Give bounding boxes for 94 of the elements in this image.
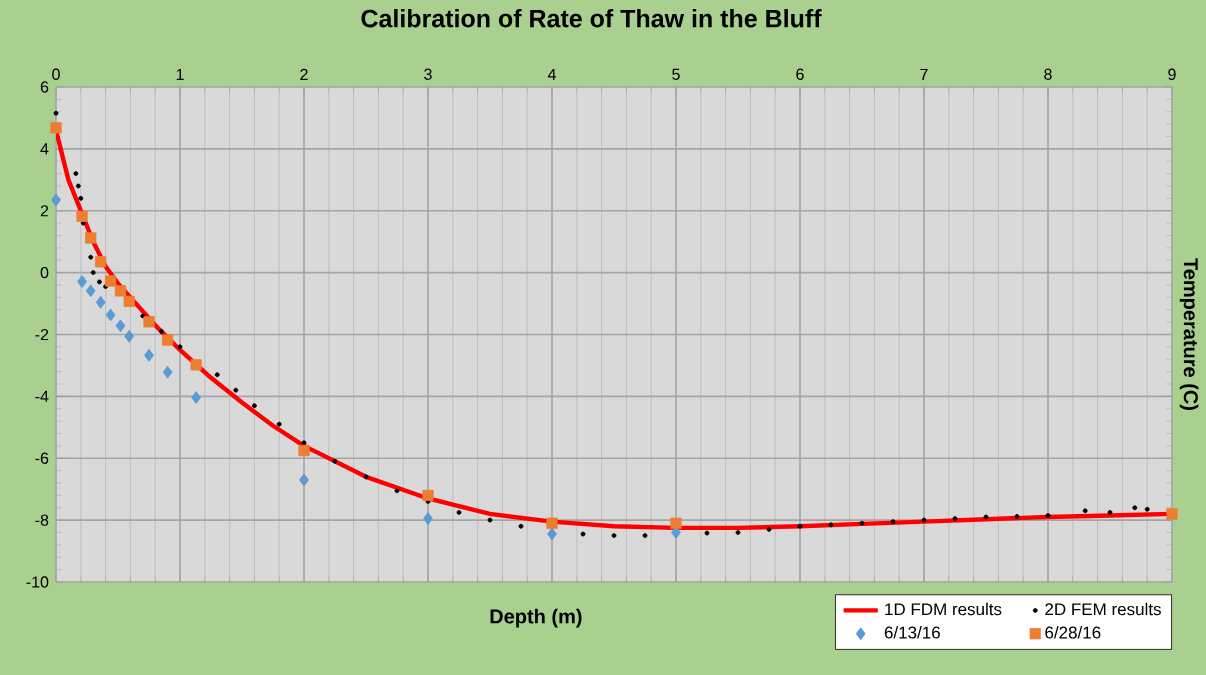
point [97,279,102,285]
point [114,285,127,297]
x-tick-label: 7 [920,68,928,80]
point [51,193,61,207]
point [85,232,97,244]
point [546,517,558,529]
y-tick-label: -2 [35,328,49,341]
point [921,517,927,523]
point [423,512,433,525]
point [162,334,174,346]
point [105,308,116,322]
point [456,509,462,515]
y-tick-label: 4 [40,143,49,155]
x-tick-label: 2 [300,68,308,80]
point [77,275,87,288]
legend-label: 6/28/16 [1045,626,1101,639]
x-tick-label: 4 [547,68,556,80]
x-tick-label: 5 [672,68,680,80]
x-tick-label: 8 [1044,68,1052,80]
point [1107,509,1113,515]
point [85,284,96,298]
y-tick-label: 6 [40,81,49,93]
point [518,523,524,529]
point [80,220,86,226]
point [890,519,896,525]
point [422,489,434,501]
point [104,275,117,287]
point [670,517,682,529]
point [123,295,135,307]
point [1144,506,1150,512]
point [73,171,79,177]
point [159,328,164,334]
point [276,421,282,427]
point [394,488,400,494]
point [298,444,310,457]
point [76,210,88,222]
point [1166,508,1178,520]
point [1132,505,1138,511]
point [233,387,239,393]
x-tick-label: 3 [424,68,432,80]
point [859,520,865,526]
point [983,514,989,520]
point [214,372,220,378]
point [143,316,155,328]
point [162,365,173,379]
legend-label: 6/13/16 [884,626,940,639]
point [252,403,257,409]
point [115,319,126,333]
point [90,270,96,276]
x-tick-label: 9 [1168,68,1176,80]
point [363,474,369,480]
point [177,344,183,350]
legend-label: 1D FDM results [885,602,1002,616]
x-axis-title: Depth (m) [490,608,582,628]
point [299,473,309,487]
point [766,526,772,532]
point [828,522,834,528]
point [487,517,493,523]
point [124,329,135,343]
y-tick-label: -10 [26,576,49,588]
point [642,533,648,538]
point [797,523,803,529]
point [50,122,62,134]
y-tick-label: -8 [35,514,49,526]
point [952,516,958,521]
point [191,391,202,404]
point [78,195,84,201]
x-tick-label: 0 [52,68,60,80]
point [547,527,557,541]
point [1082,508,1088,514]
y-axis-title: Temperature (C) [1179,258,1199,410]
point [1045,513,1051,518]
y-tick-label: 0 [40,266,49,279]
point [190,359,202,371]
x-tick-label: 1 [176,68,184,80]
chart-title: Calibration of Rate of Thaw in the Bluff [361,9,822,28]
point [332,458,338,464]
y-tick-label: -4 [35,390,49,402]
point [95,295,106,309]
point [75,183,81,189]
point [611,533,617,538]
point [301,440,307,446]
legend-label: 2D FEM results [1045,602,1161,616]
y-tick-label: -6 [35,452,49,464]
point [88,254,94,260]
x-tick-label: 6 [796,68,804,80]
point [53,110,59,116]
point [144,348,154,362]
point [580,531,586,537]
y-tick-label: 2 [40,205,49,217]
point [704,530,710,536]
point [1014,514,1020,519]
point [95,256,107,268]
point [735,530,741,535]
